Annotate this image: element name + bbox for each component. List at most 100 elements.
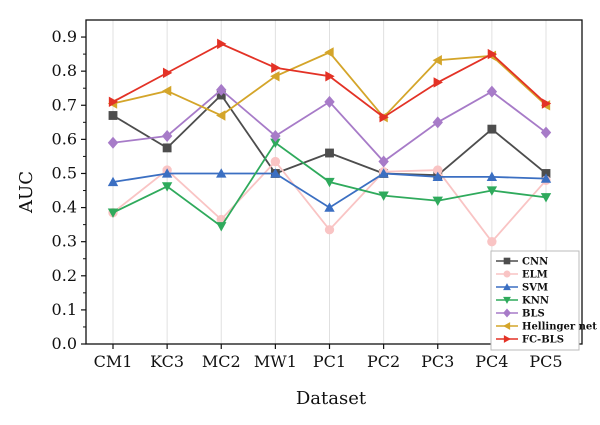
y-tick-label: 0.6 [52, 129, 77, 148]
data-point-knn [216, 222, 227, 232]
data-point-svm [107, 176, 119, 187]
data-point-bls [378, 155, 389, 168]
legend-item-fc-bls: FC-BLS [496, 335, 564, 346]
y-tick-label: 0.4 [52, 198, 77, 217]
data-point-cnn [108, 111, 118, 120]
data-point-bls [486, 85, 498, 98]
data-point-svm [432, 171, 443, 182]
data-point-fc-bls [108, 96, 119, 108]
data-point-knn [432, 196, 443, 206]
data-point-svm [324, 202, 335, 212]
x-tick-label-pc3: PC3 [421, 352, 454, 371]
data-point-hellinger-net [161, 85, 172, 97]
data-point-hellinger-net [324, 47, 334, 58]
data-point-svm [270, 168, 281, 178]
data-point-fc-bls [162, 67, 173, 79]
y-tick-label: 0.5 [52, 163, 77, 182]
data-point-bls [324, 95, 335, 108]
y-tick-label: 0.3 [52, 232, 77, 251]
data-point-fc-bls [271, 62, 281, 73]
data-point-svm [540, 173, 552, 183]
x-tick-label-pc1: PC1 [313, 352, 346, 371]
x-tick-label-cm1: CM1 [94, 352, 133, 371]
legend-item-elm: ELM [496, 270, 548, 281]
data-point-bls [540, 126, 552, 139]
legend-label-fc-bls: FC-BLS [522, 335, 564, 346]
data-point-hellinger-net [216, 110, 226, 121]
series-layer [107, 38, 552, 247]
legend-label-svm: SVM [522, 283, 548, 294]
data-point-knn [107, 208, 119, 218]
data-point-elm [270, 156, 281, 167]
x-tick-label-pc4: PC4 [475, 352, 508, 371]
legend-label-knn: KNN [522, 296, 549, 307]
x-tick-label-mw1: MW1 [254, 352, 297, 371]
y-tick-label: 0.8 [52, 61, 77, 80]
plot-frame [85, 19, 583, 345]
y-tick-label: 0.9 [52, 27, 77, 46]
series-svm [107, 168, 552, 212]
legend-marker-cnn [503, 257, 511, 265]
x-tick-label-pc2: PC2 [367, 352, 400, 371]
legend-item-hellinger-net: Hellinger net [496, 322, 597, 333]
legend-marker-svm [503, 283, 511, 291]
data-point-svm [378, 168, 389, 178]
legend-item-svm: SVM [496, 283, 548, 294]
series-fc-bls [108, 38, 552, 123]
legend-item-knn: KNN [496, 296, 549, 307]
data-point-knn [161, 182, 173, 192]
x-tick-label-pc5: PC5 [529, 352, 562, 371]
data-point-cnn [162, 143, 172, 153]
data-point-hellinger-net [270, 71, 280, 82]
data-point-fc-bls [379, 112, 389, 123]
legend: CNN ELM SVM KNN BLS Hellinger net FC-BLS [490, 250, 597, 351]
legend-label-cnn: CNN [522, 257, 548, 268]
data-point-svm [161, 168, 173, 178]
legend-marker-elm [503, 270, 511, 278]
legend-item-cnn: CNN [496, 257, 548, 268]
data-point-hellinger-net [432, 55, 442, 66]
data-point-bls [161, 129, 173, 142]
legend-marker-knn [503, 296, 511, 304]
data-point-bls [270, 129, 281, 142]
data-point-knn [378, 191, 389, 201]
x-axis-title: Dataset [296, 388, 367, 409]
data-point-fc-bls [217, 38, 227, 50]
legend-marker-hellinger-net [503, 322, 511, 330]
data-point-fc-bls [325, 71, 335, 82]
data-point-bls [432, 116, 443, 129]
data-point-bls [107, 136, 119, 149]
x-tick-label-kc3: KC3 [150, 352, 184, 371]
data-point-svm [216, 168, 227, 178]
y-axis-title: AUC [16, 171, 37, 214]
data-point-elm [433, 165, 443, 175]
data-point-elm [324, 225, 335, 235]
data-point-fc-bls [541, 98, 552, 109]
legend-label-elm: ELM [522, 270, 548, 281]
data-point-knn [324, 177, 335, 188]
data-point-elm [487, 237, 497, 247]
legend-label-bls: BLS [522, 309, 545, 320]
data-point-svm [486, 171, 498, 182]
data-point-fc-bls [433, 77, 443, 88]
y-tick-label: 0.1 [52, 300, 77, 319]
data-point-knn [540, 193, 552, 203]
data-point-knn [486, 186, 498, 196]
series-knn [107, 138, 552, 232]
y-tick-label: 0.0 [52, 334, 77, 353]
data-point-cnn [487, 124, 497, 134]
series-bls [107, 83, 552, 168]
data-point-bls [216, 83, 227, 96]
y-tick-label: 0.7 [52, 95, 77, 114]
y-tick-label: 0.2 [52, 266, 77, 285]
data-point-fc-bls [487, 48, 498, 60]
legend-item-bls: BLS [496, 309, 545, 320]
data-point-knn [270, 138, 281, 148]
legend-marker-bls [503, 308, 511, 318]
x-tick-label-mc2: MC2 [202, 352, 241, 371]
legend-label-hellinger-net: Hellinger net [522, 322, 597, 333]
data-point-cnn [325, 148, 334, 158]
legend-marker-fc-bls [503, 335, 511, 343]
